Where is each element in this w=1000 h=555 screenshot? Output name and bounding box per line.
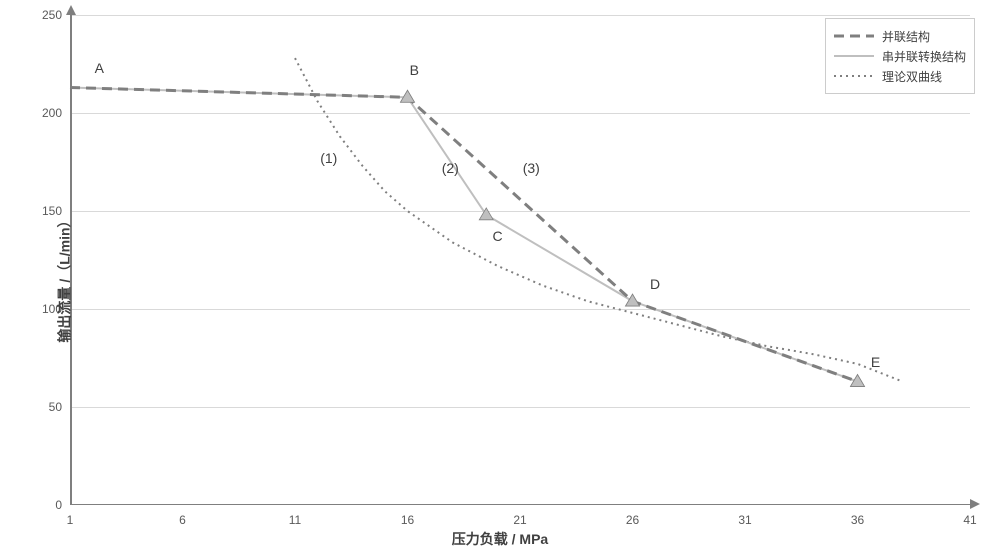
- x-tick-label: 16: [393, 513, 423, 527]
- legend-item-theoretical: 理论双曲线: [834, 67, 966, 85]
- x-axis-arrow: [970, 499, 980, 509]
- point-label: B: [410, 62, 419, 78]
- legend-label-parallel: 并联结构: [882, 28, 930, 45]
- annotation-label: (2): [442, 160, 459, 176]
- point-label: A: [95, 60, 104, 76]
- x-tick-label: 11: [280, 513, 310, 527]
- y-tick-label: 250: [32, 8, 62, 22]
- line-theoretical: [295, 58, 903, 381]
- x-tick-label: 26: [618, 513, 648, 527]
- line-parallel: [70, 88, 858, 382]
- x-tick-label: 31: [730, 513, 760, 527]
- legend-swatch-parallel: [834, 29, 874, 43]
- x-axis-line: [70, 504, 970, 506]
- point-label: E: [871, 354, 880, 370]
- x-tick-label: 41: [955, 513, 985, 527]
- x-tick-label: 6: [168, 513, 198, 527]
- legend-swatch-switch: [834, 49, 874, 63]
- y-tick-label: 50: [32, 400, 62, 414]
- legend-label-switch: 串并联转换结构: [882, 48, 966, 65]
- line-parallel-marker: [626, 294, 640, 306]
- y-tick-label: 0: [32, 498, 62, 512]
- legend-item-parallel: 并联结构: [834, 27, 966, 45]
- x-tick-label: 21: [505, 513, 535, 527]
- x-axis-label: 压力负载 / MPa: [452, 529, 548, 549]
- point-label: D: [650, 276, 660, 292]
- legend-swatch-theoretical: [834, 69, 874, 83]
- y-axis-label: 输出流量 /（L/min）: [55, 213, 75, 342]
- legend: 并联结构 串并联转换结构 理论双曲线: [825, 18, 975, 94]
- x-tick-label: 36: [843, 513, 873, 527]
- x-tick-label: 1: [55, 513, 85, 527]
- annotation-label: (3): [523, 160, 540, 176]
- line-switch-marker: [479, 208, 493, 220]
- chart-container: ABCDE (1)(2)(3) 050100150200250 16111621…: [0, 0, 1000, 555]
- y-axis-arrow: [66, 5, 76, 15]
- annotation-label: (1): [320, 150, 337, 166]
- legend-item-switch: 串并联转换结构: [834, 47, 966, 65]
- y-tick-label: 200: [32, 106, 62, 120]
- point-label: C: [492, 228, 502, 244]
- line-switch: [70, 88, 858, 382]
- legend-label-theoretical: 理论双曲线: [882, 68, 942, 85]
